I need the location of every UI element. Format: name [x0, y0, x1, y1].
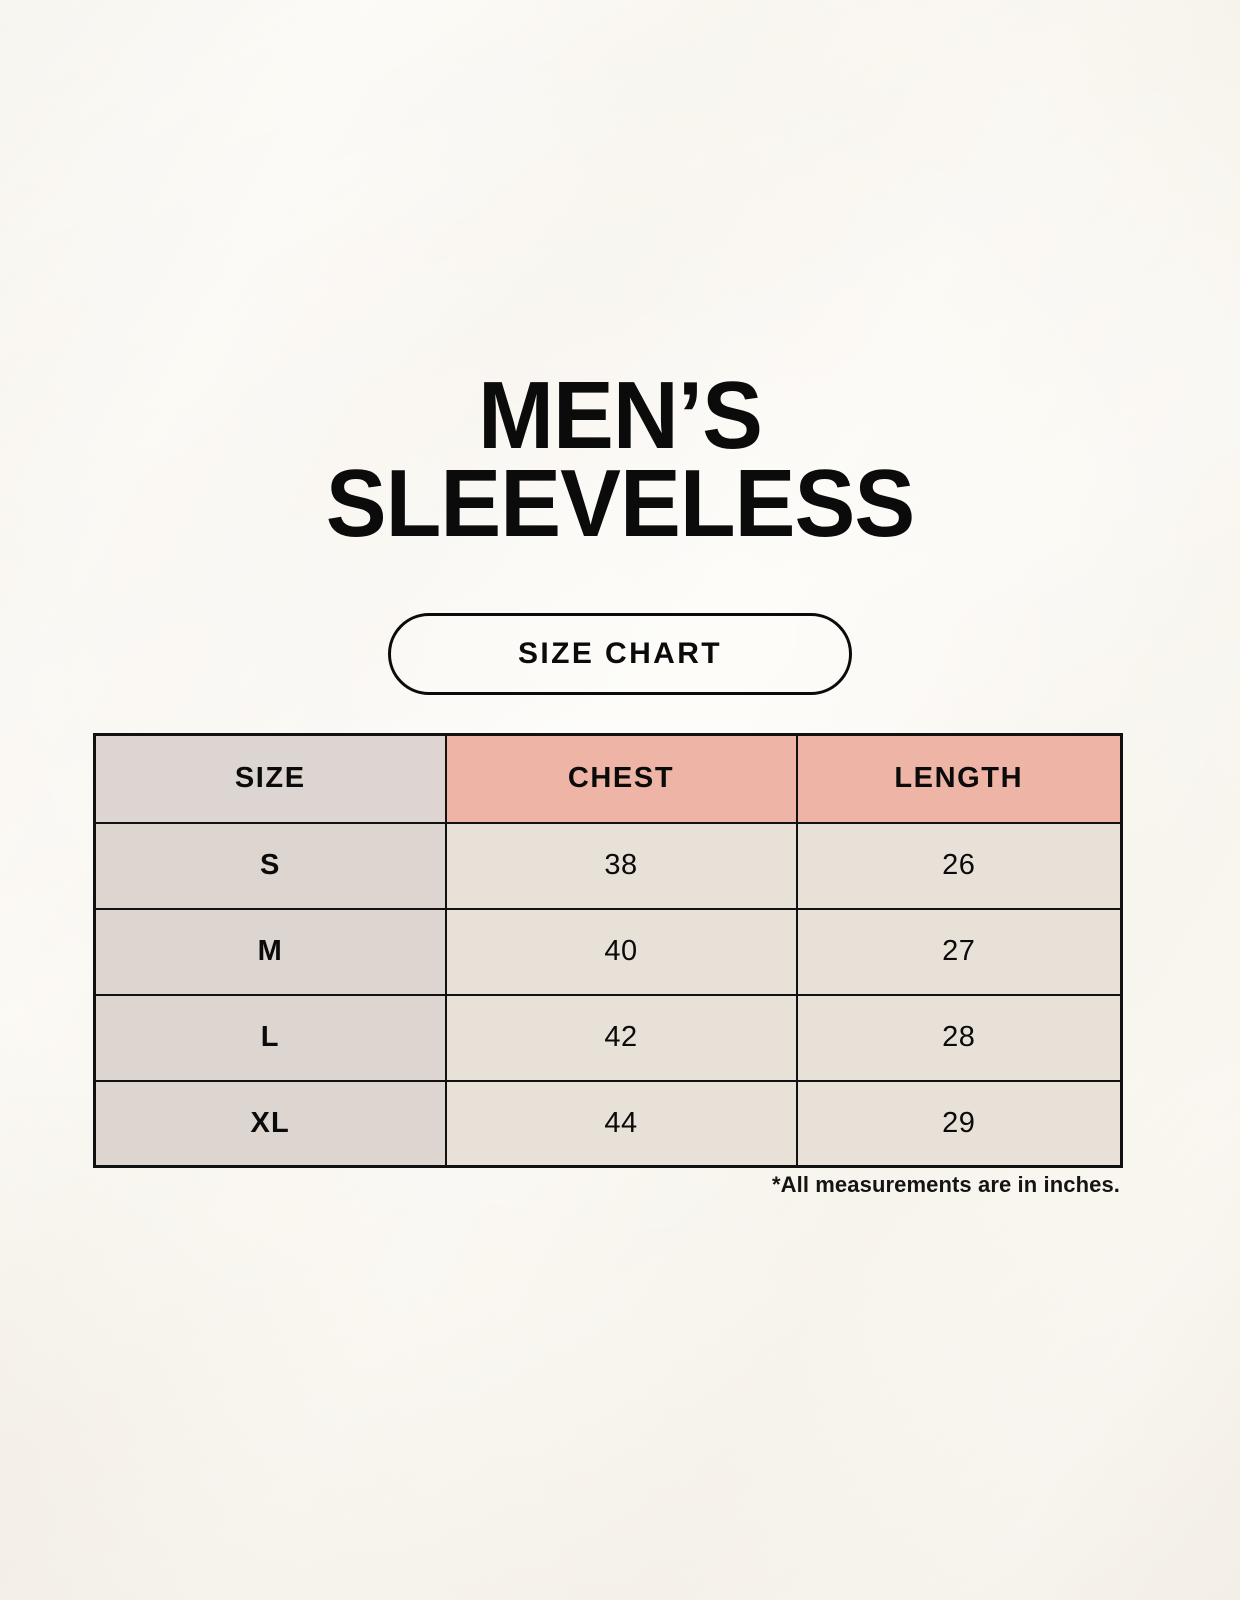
- table-header-row: SIZE CHEST LENGTH: [93, 733, 1123, 824]
- page-title: MEN’S SLEEVELESS: [0, 362, 1240, 558]
- cell-chest: 44: [444, 1079, 798, 1168]
- table-row: S 38 26: [93, 821, 1123, 910]
- size-table: SIZE CHEST LENGTH S 38 26 M 40 27 L: [93, 733, 1123, 1168]
- size-table-header: SIZE CHEST LENGTH: [93, 733, 1123, 824]
- table-row: L 42 28: [93, 993, 1123, 1082]
- size-table-body: S 38 26 M 40 27 L 42 28 XL 44 29: [93, 821, 1123, 1168]
- cell-length: 27: [795, 907, 1123, 996]
- badge-container: SIZE CHART: [0, 613, 1240, 695]
- cell-chest: 38: [444, 821, 798, 910]
- cell-size: XL: [93, 1079, 447, 1168]
- size-chart-badge: SIZE CHART: [388, 613, 852, 695]
- size-chart-badge-label: SIZE CHART: [518, 637, 722, 670]
- cell-size: S: [93, 821, 447, 910]
- title-line-two: SLEEVELESS: [325, 450, 916, 558]
- cell-length: 28: [795, 993, 1123, 1082]
- table-row: XL 44 29: [93, 1079, 1123, 1168]
- column-header-chest: CHEST: [444, 733, 798, 824]
- cell-size: L: [93, 993, 447, 1082]
- table-row: M 40 27: [93, 907, 1123, 996]
- cell-chest: 40: [444, 907, 798, 996]
- column-header-length: LENGTH: [795, 733, 1123, 824]
- cell-length: 26: [795, 821, 1123, 910]
- column-header-size: SIZE: [93, 733, 447, 824]
- cell-size: M: [93, 907, 447, 996]
- cell-chest: 42: [444, 993, 798, 1082]
- size-table-container: SIZE CHEST LENGTH S 38 26 M 40 27 L: [93, 733, 1123, 1168]
- measurements-footnote: *All measurements are in inches.: [771, 1172, 1120, 1197]
- cell-length: 29: [795, 1079, 1123, 1168]
- title-line-one: MEN’S: [477, 362, 763, 469]
